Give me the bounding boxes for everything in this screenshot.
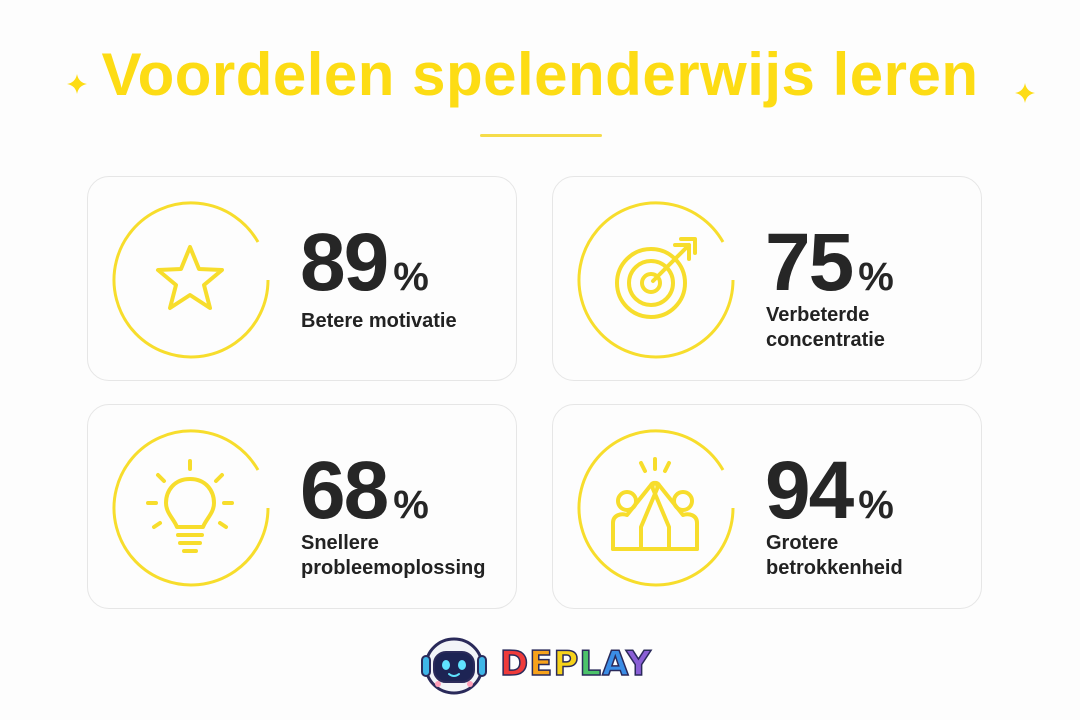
- stat-value-group: 75 %: [765, 217, 894, 308]
- brand-wordmark: DEPLAY: [499, 643, 652, 685]
- stat-card-motivation: 89 % Betere motivatie: [87, 176, 517, 381]
- sparkle-left-icon: [67, 74, 87, 94]
- stat-label: Grotere betrokkenheid: [766, 532, 903, 579]
- stat-card-engagement: 94 % Grotere betrokkenheid: [552, 404, 982, 609]
- brand-letter: A: [601, 643, 627, 685]
- lightbulb-icon: [146, 459, 234, 553]
- stat-number: 89: [300, 217, 389, 308]
- brand-letter: D: [499, 643, 530, 685]
- stat-value-group: 68 %: [300, 445, 429, 536]
- page-title: Voordelen spelenderwijs leren: [101, 41, 979, 108]
- stat-number: 68: [300, 445, 389, 536]
- stat-card-concentration: 75 % Verbeterde concentratie: [552, 176, 982, 381]
- stat-card-problem-solving: 68 % Snellere probleemoplossing: [87, 404, 517, 609]
- robot-mascot-icon: [421, 637, 487, 695]
- stat-unit: %: [858, 255, 894, 299]
- progress-ring: [577, 201, 735, 359]
- stat-label: Verbeterde concentratie: [766, 304, 885, 351]
- star-icon: [156, 245, 224, 310]
- stat-unit: %: [858, 483, 894, 527]
- title-underline: [480, 134, 602, 137]
- progress-ring: [112, 429, 270, 587]
- brand-letter: P: [553, 643, 580, 685]
- brand-letter: L: [579, 643, 603, 685]
- stat-number: 75: [765, 217, 854, 308]
- progress-ring: [577, 429, 735, 587]
- stat-value-group: 94 %: [765, 445, 894, 536]
- progress-ring: [112, 201, 270, 359]
- stat-label: Betere motivatie: [301, 310, 457, 332]
- brand-letter: Y: [625, 643, 652, 685]
- stat-number: 94: [765, 445, 854, 536]
- stat-label: Snellere probleemoplossing: [301, 532, 486, 579]
- target-icon: [615, 237, 697, 319]
- stat-value-group: 89 %: [300, 217, 429, 308]
- brand-letter: E: [528, 643, 554, 685]
- stat-unit: %: [393, 483, 429, 527]
- brand-logo: DEPLAY: [418, 630, 668, 700]
- stat-unit: %: [393, 255, 429, 299]
- high-five-icon: [611, 457, 699, 551]
- sparkle-right-icon: [1015, 83, 1035, 103]
